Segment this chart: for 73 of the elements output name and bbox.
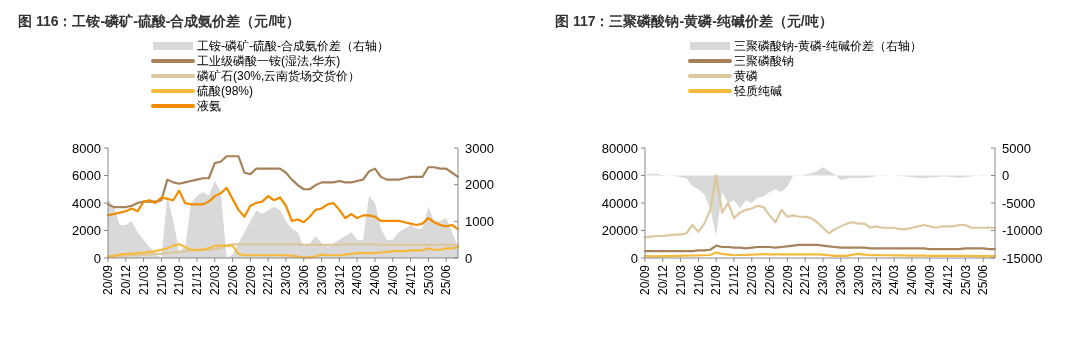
y-tick-label: 80000	[601, 140, 638, 156]
x-tick-label: 25/03	[958, 264, 973, 296]
x-tick-label: 24/12	[940, 264, 955, 296]
x-tick-label: 23/03	[279, 264, 294, 296]
y-tick-label: 20000	[601, 223, 638, 239]
x-tick-label: 22/09	[780, 264, 795, 296]
line-series	[106, 186, 460, 231]
y2-tick-label: 1000	[465, 213, 494, 229]
y-tick-label: 2000	[72, 223, 101, 239]
x-tick-label: 21/09	[172, 264, 187, 296]
legend-label: 磷矿石(30%,云南货场交货价）	[196, 69, 361, 84]
x-tick-label: 23/06	[833, 264, 848, 296]
y-tick-label: 8000	[72, 140, 101, 156]
x-tick-label: 23/03	[816, 264, 831, 296]
x-tick-label: 23/09	[314, 264, 329, 296]
y-tick-label: 0	[630, 250, 638, 266]
x-tick-label: 23/12	[332, 264, 347, 296]
x-tick-label: 22/06	[762, 264, 777, 296]
x-tick-label: 20/12	[119, 264, 133, 296]
y-tick-label: 4000	[72, 195, 101, 211]
line-series	[643, 243, 997, 253]
y-tick-label: 60000	[601, 168, 638, 184]
x-tick-label: 24/06	[368, 264, 383, 296]
x-tick-label: 21/06	[154, 264, 169, 296]
y2-tick-label: -10000	[1002, 223, 1043, 239]
x-tick-label: 24/03	[887, 264, 902, 296]
x-tick-label: 24/03	[350, 264, 365, 296]
x-tick-label: 22/12	[261, 264, 276, 296]
legend-label: 三聚磷酸钠-黄磷-纯碱价差（右轴）	[734, 39, 922, 54]
x-tick-label: 24/12	[403, 264, 418, 296]
y-tick-label: 0	[93, 250, 101, 266]
x-tick-label: 21/09	[709, 264, 724, 296]
line-series	[106, 155, 460, 209]
x-tick-label: 20/09	[638, 264, 653, 296]
y2-tick-label: -15000	[1002, 250, 1043, 266]
y-tick-label: 40000	[601, 195, 638, 211]
y2-tick-label: 0	[465, 250, 473, 266]
x-tick-label: 24/09	[922, 264, 937, 296]
x-tick-label: 21/06	[691, 264, 706, 296]
legend-label: 轻质纯碱	[734, 84, 782, 99]
y2-tick-label: 0	[1002, 168, 1010, 184]
legend-label: 液氨	[197, 99, 221, 114]
x-tick-label: 23/12	[869, 264, 884, 296]
x-tick-label: 24/06	[905, 264, 920, 296]
y2-tick-label: 3000	[465, 140, 494, 156]
x-tick-label: 20/09	[101, 264, 116, 296]
x-tick-label: 24/09	[385, 264, 400, 296]
x-tick-label: 25/06	[976, 264, 991, 296]
x-tick-label: 22/09	[243, 264, 258, 296]
x-tick-label: 20/12	[656, 264, 670, 296]
legend-label: 三聚磷酸钠	[734, 54, 794, 69]
x-tick-label: 21/12	[190, 264, 205, 296]
y2-tick-label: -5000	[1002, 195, 1036, 211]
x-tick-label: 23/09	[851, 264, 866, 296]
x-tick-label: 25/06	[439, 264, 454, 296]
x-tick-label: 21/12	[727, 264, 742, 296]
legend-label: 黄磷	[734, 69, 758, 84]
chart-title: 图 117：三聚磷酸钠-黄磷-纯碱价差（元/吨）	[555, 13, 833, 29]
legend-label: 工业级磷酸一铵(湿法,华东)	[197, 54, 341, 69]
x-tick-label: 22/12	[798, 264, 813, 296]
x-tick-label: 22/03	[207, 264, 222, 296]
x-tick-label: 25/03	[421, 264, 436, 296]
y2-tick-label: 5000	[1002, 140, 1031, 156]
y-tick-label: 6000	[72, 168, 101, 184]
chart-title: 图 116：工铵-磷矿-硫酸-合成氨价差（元/吨）	[18, 13, 301, 29]
x-tick-label: 21/03	[136, 264, 151, 296]
x-tick-label: 23/06	[296, 264, 311, 296]
legend-label: 硫酸(98%)	[197, 84, 254, 99]
y2-tick-label: 2000	[465, 177, 494, 193]
x-tick-label: 22/06	[225, 264, 240, 296]
x-tick-label: 22/03	[744, 264, 759, 296]
legend-label: 工铵-磷矿-硫酸-合成氨价差（右轴）	[197, 39, 389, 54]
x-tick-label: 21/03	[673, 264, 688, 296]
